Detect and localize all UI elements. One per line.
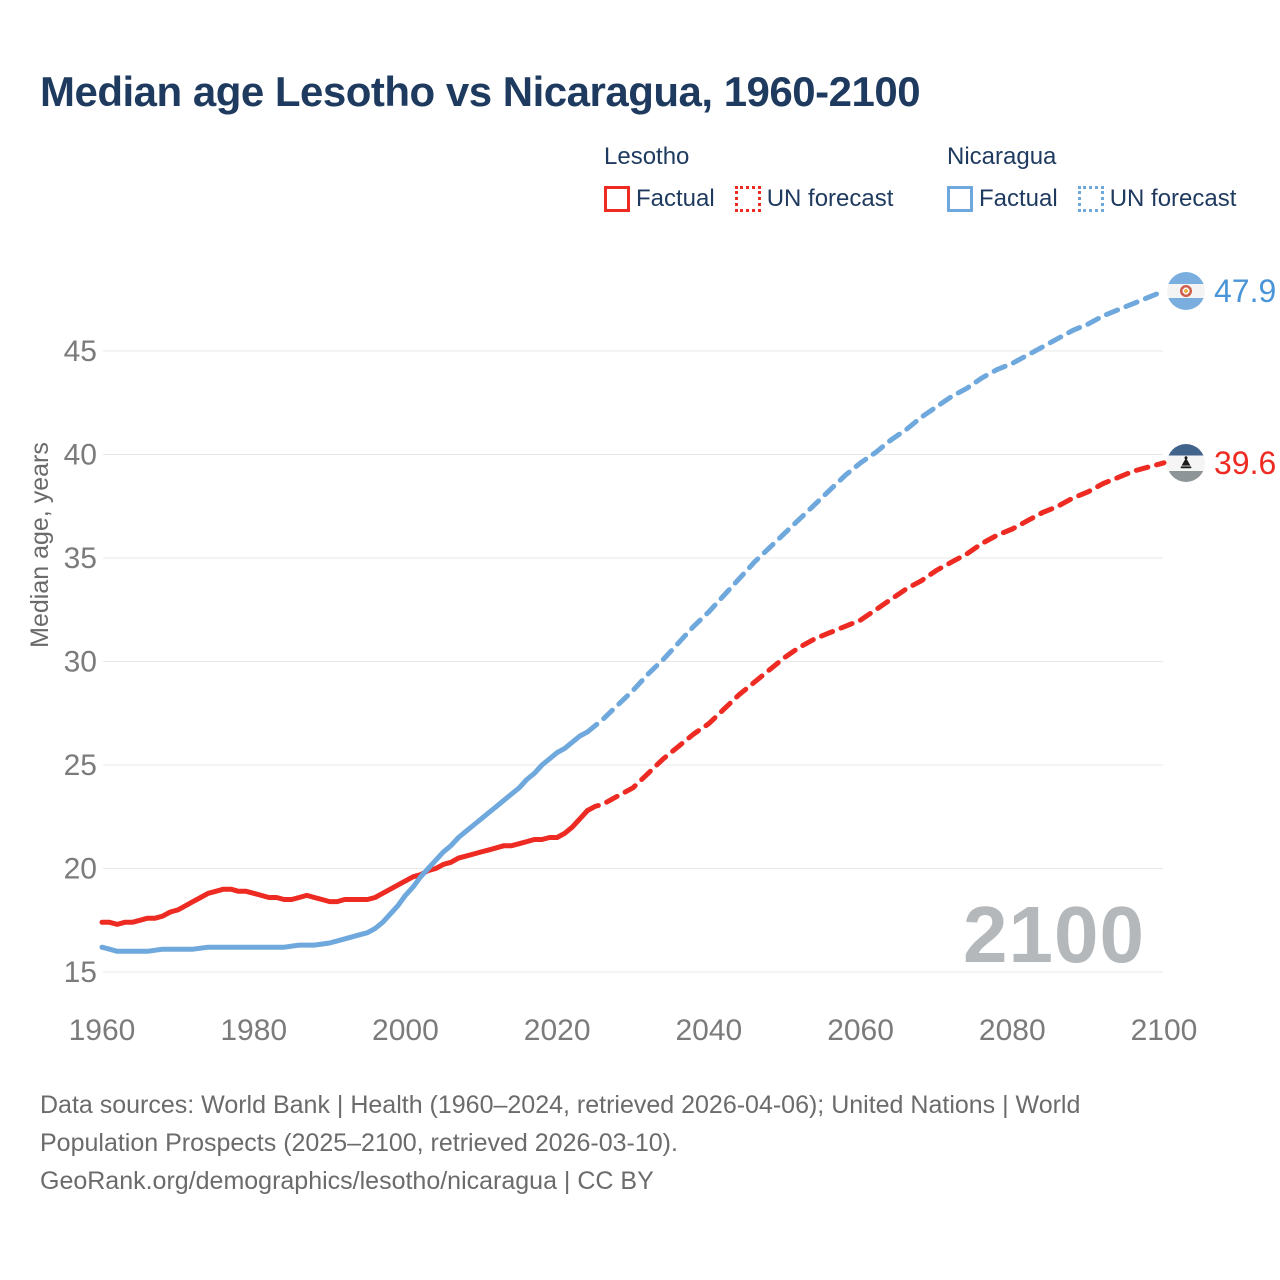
watermark-year: 2100 — [963, 890, 1145, 979]
series-lesotho-factual-line — [99, 808, 590, 927]
end-label-lesotho: 39.6 — [1167, 444, 1276, 482]
legend-item-label: UN forecast — [1109, 185, 1237, 212]
lesotho-forecast-swatch-icon — [734, 186, 761, 212]
legend-item-lesotho-factual: Factual — [604, 185, 715, 213]
legend-item-nicaragua-factual: Factual — [947, 185, 1058, 213]
y-tick-label: 25 — [64, 749, 97, 782]
lesotho-factual-swatch-icon — [604, 186, 630, 212]
legend-item-label: Factual — [636, 185, 715, 212]
y-tick-label: 40 — [64, 439, 97, 472]
end-label-nicaragua: 47.9 — [1167, 272, 1276, 310]
y-tick-label: 20 — [64, 853, 97, 886]
legend-country-lesotho: Lesotho — [604, 143, 690, 170]
lesotho-flag-icon — [1167, 444, 1205, 482]
nicaragua-end-value: 47.9 — [1214, 272, 1277, 309]
nicaragua-flag-icon — [1167, 272, 1205, 310]
legend-items-nicaragua: Factual UN forecast — [947, 185, 1236, 213]
series-nicaragua-factual-line — [99, 729, 590, 954]
x-tick-label: 1960 — [69, 1014, 136, 1047]
x-tick-label: 2040 — [675, 1014, 742, 1047]
nicaragua-forecast-swatch-icon — [1077, 186, 1104, 212]
legend-country-nicaragua: Nicaragua — [947, 143, 1057, 170]
legend-group-lesotho: Lesotho Factual UN forecast — [604, 143, 893, 213]
footer-line: Data sources: World Bank | Health (1960–… — [40, 1091, 1081, 1119]
legend-item-nicaragua-forecast: UN forecast — [1077, 185, 1237, 213]
x-tick-label: 2020 — [524, 1014, 591, 1047]
x-tick-label: 1980 — [220, 1014, 287, 1047]
legend-item-label: Factual — [979, 185, 1058, 212]
nicaragua-factual-swatch-icon — [947, 186, 973, 212]
nicaragua-flag-emblem-icon — [1180, 285, 1192, 297]
x-tick-label: 2000 — [372, 1014, 439, 1047]
lesotho-end-value: 39.6 — [1214, 444, 1277, 481]
legend-item-label: UN forecast — [766, 185, 894, 212]
legend-item-lesotho-forecast: UN forecast — [734, 185, 894, 213]
y-tick-label: 30 — [64, 646, 97, 679]
legend-items-lesotho: Factual UN forecast — [604, 185, 893, 213]
data-sources-footer: Data sources: World Bank | Health (1960–… — [40, 1086, 1190, 1200]
y-tick-label: 45 — [64, 335, 97, 368]
x-tick-label: 2060 — [827, 1014, 894, 1047]
series-lesotho-un-forecast-line — [585, 460, 1167, 813]
lesotho-hat-icon — [1180, 456, 1192, 469]
y-tick-label: 15 — [64, 956, 97, 989]
chart-title: Median age Lesotho vs Nicaragua, 1960-21… — [40, 68, 921, 115]
footer-line: Population Prospects (2025–2100, retriev… — [40, 1129, 678, 1157]
footer-line: GeoRank.org/demographics/lesotho/nicarag… — [40, 1167, 654, 1195]
x-tick-label: 2100 — [1131, 1014, 1198, 1047]
legend-group-nicaragua: Nicaragua Factual UN forecast — [947, 143, 1236, 213]
y-tick-label: 35 — [64, 542, 97, 575]
y-axis-title: Median age, years — [26, 442, 54, 648]
x-tick-label: 2080 — [979, 1014, 1046, 1047]
series-nicaragua-un-forecast-line — [585, 288, 1167, 735]
